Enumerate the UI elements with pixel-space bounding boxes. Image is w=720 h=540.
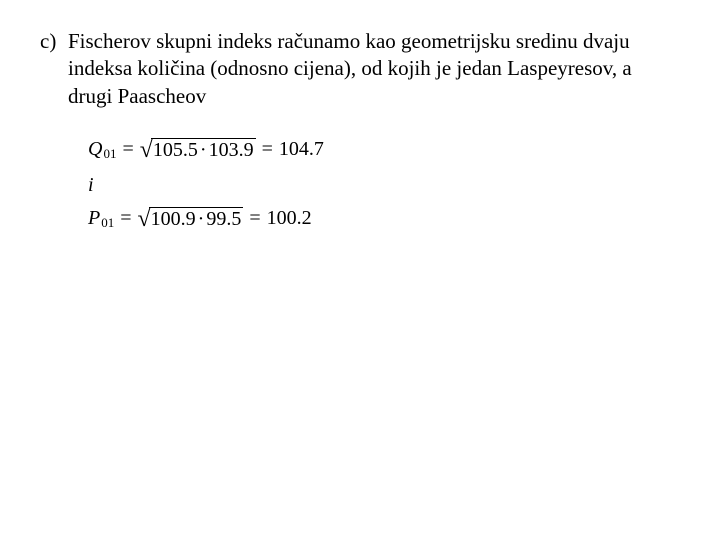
- radicand-p: 100.9·99.5: [149, 207, 244, 231]
- radicand-q: 105.5·103.9: [151, 138, 256, 162]
- item-label: c): [40, 28, 68, 55]
- list-item: c) Fischerov skupni indeks računamo kao …: [40, 28, 680, 110]
- formula-q: Q01 = √ 105.5·103.9 = 104.7: [88, 138, 680, 162]
- equals-sign: =: [249, 207, 260, 230]
- separator-i: i: [88, 174, 680, 197]
- sqrt-p: √ 100.9·99.5: [138, 207, 244, 231]
- p-value-b: 99.5: [206, 208, 241, 230]
- equals-sign: =: [122, 138, 133, 161]
- symbol-q: Q: [88, 138, 102, 161]
- dot-operator: ·: [198, 208, 205, 230]
- subscript-q: 01: [103, 146, 116, 162]
- subscript-p: 01: [101, 215, 114, 231]
- q-value-b: 103.9: [209, 139, 254, 161]
- page: c) Fischerov skupni indeks računamo kao …: [0, 0, 720, 231]
- p-value-a: 100.9: [151, 208, 196, 230]
- formula-block: Q01 = √ 105.5·103.9 = 104.7 i P01 = √ 10…: [88, 138, 680, 231]
- dot-operator: ·: [200, 139, 207, 161]
- item-text: Fischerov skupni indeks računamo kao geo…: [68, 28, 680, 110]
- equals-sign: =: [262, 138, 273, 161]
- equals-sign: =: [120, 207, 131, 230]
- p-result: 100.2: [267, 207, 312, 230]
- q-result: 104.7: [279, 138, 324, 161]
- q-value-a: 105.5: [153, 139, 198, 161]
- symbol-p: P: [88, 207, 100, 230]
- formula-p: P01 = √ 100.9·99.5 = 100.2: [88, 207, 680, 231]
- sqrt-q: √ 105.5·103.9: [140, 138, 256, 162]
